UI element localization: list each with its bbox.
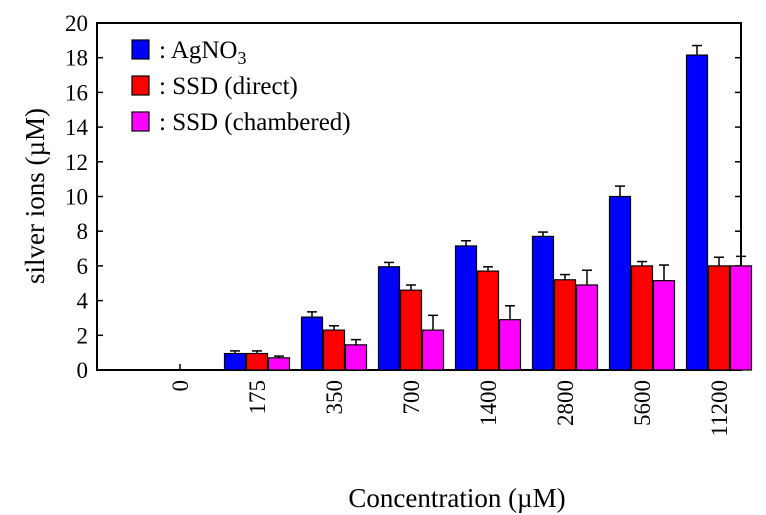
bar xyxy=(267,357,291,371)
y-tick-label: 16 xyxy=(65,80,88,105)
bar xyxy=(399,289,423,371)
bar xyxy=(454,245,478,371)
bar xyxy=(322,329,346,371)
bar xyxy=(223,352,247,371)
y-tick-label: 20 xyxy=(65,11,88,36)
legend-label: : SSD (chambered) xyxy=(159,109,351,136)
bar xyxy=(575,284,599,371)
bar xyxy=(421,329,445,371)
legend-label: : SSD (direct) xyxy=(159,73,298,100)
bar xyxy=(476,270,500,371)
bar xyxy=(707,265,731,371)
y-tick-label: 8 xyxy=(77,219,89,244)
bar xyxy=(553,279,577,371)
bar xyxy=(377,266,401,371)
bar xyxy=(608,195,632,371)
legend-label: : AgNO3 xyxy=(159,37,246,68)
x-tick-label: 5600 xyxy=(630,380,655,426)
y-tick-label: 4 xyxy=(77,289,89,314)
x-tick-label: 175 xyxy=(245,380,270,415)
legend-swatch xyxy=(131,75,150,96)
x-tick-label: 700 xyxy=(399,380,424,415)
y-tick-label: 18 xyxy=(65,46,88,71)
bars xyxy=(223,44,753,371)
x-tick-label: 350 xyxy=(322,380,347,415)
y-tick-label: 12 xyxy=(65,150,88,175)
tick-labels: 0 2 4 6 8 10 12 14 16 18 20 0 175 350 700 1400 2800 5600 1… xyxy=(65,11,732,437)
legend-swatch xyxy=(131,39,150,60)
x-tick-label: 1400 xyxy=(476,380,501,426)
bar xyxy=(531,235,555,371)
x-tick-label: 0 xyxy=(168,380,193,392)
bar xyxy=(300,316,324,371)
y-tick-label: 6 xyxy=(77,254,89,279)
legend-swatch xyxy=(131,111,150,132)
y-axis-label: silver ions (µM) xyxy=(20,108,50,284)
y-tick-label: 10 xyxy=(65,185,88,210)
x-tick-label: 2800 xyxy=(553,380,578,426)
bar xyxy=(344,344,368,371)
y-tick-label: 2 xyxy=(77,323,89,348)
y-tick-label: 14 xyxy=(65,115,89,140)
x-axis-label: Concentration (µM) xyxy=(348,483,565,513)
x-tick-label: 11200 xyxy=(707,380,732,437)
bar xyxy=(245,352,269,371)
y-tick-label: 0 xyxy=(77,358,89,383)
bar xyxy=(729,265,753,371)
bar xyxy=(685,54,709,371)
legend-label-subscript: 3 xyxy=(237,48,246,68)
bar xyxy=(652,280,676,371)
legend: : AgNO3 : SSD (direct) : SSD (chambered) xyxy=(131,37,351,136)
bar xyxy=(630,265,654,371)
bar xyxy=(498,319,522,371)
